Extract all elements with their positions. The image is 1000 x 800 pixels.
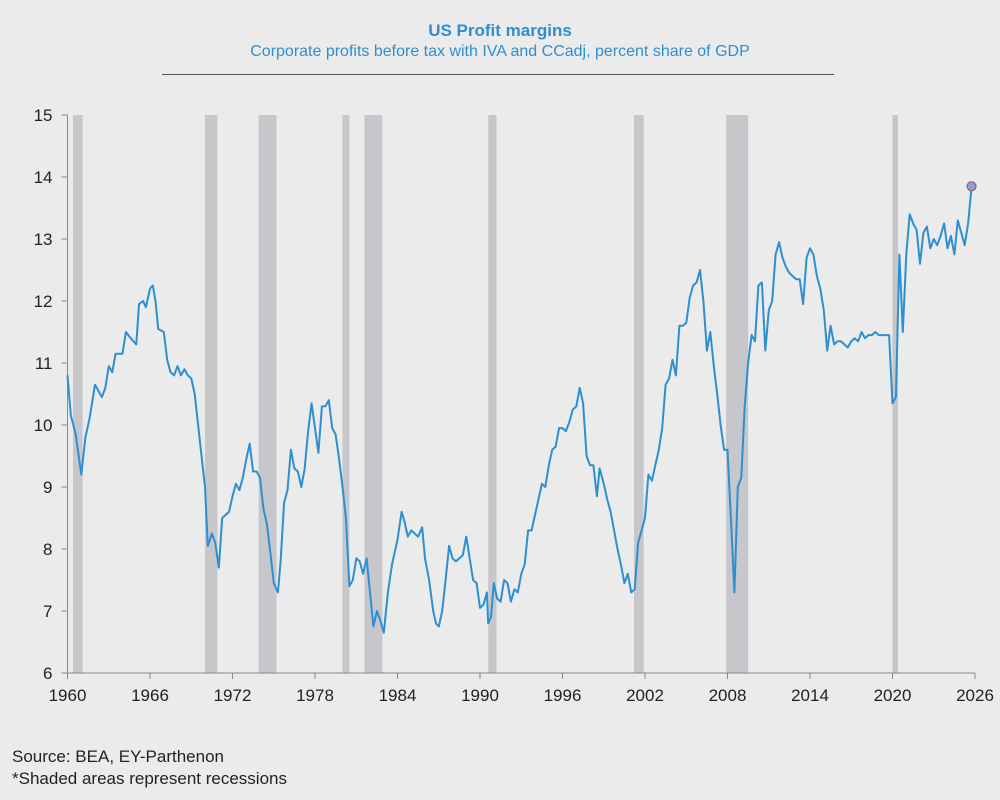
- recession-band: [342, 115, 350, 673]
- y-tick-label: 6: [43, 664, 52, 683]
- x-tick-label: 2020: [874, 686, 912, 705]
- title-divider: [162, 74, 834, 75]
- x-tick-label: 1978: [296, 686, 334, 705]
- y-tick-label: 14: [34, 168, 53, 187]
- x-axis-ticks: 1960 1966 1972 1978 1984 1990 1996 2002 2008 2014…: [49, 673, 994, 705]
- x-tick-label: 1996: [544, 686, 582, 705]
- latest-value-marker: [966, 181, 977, 192]
- recession-band: [73, 115, 83, 673]
- recession-note: *Shaded areas represent recessions: [12, 769, 287, 788]
- series-line: [66, 186, 973, 634]
- y-tick-label: 9: [43, 478, 52, 497]
- axes: [67, 115, 975, 674]
- x-tick-label: 1960: [49, 686, 87, 705]
- recession-band: [634, 115, 644, 673]
- y-tick-label: 11: [35, 354, 53, 373]
- markers: [966, 181, 977, 192]
- chart-title: US Profit margins: [428, 21, 572, 40]
- series: [66, 186, 973, 634]
- x-tick-label: 2026: [956, 686, 994, 705]
- y-tick-label: 15: [34, 106, 53, 125]
- chart-subtitle: Corporate profits before tax with IVA an…: [250, 43, 750, 60]
- y-tick-label: 10: [34, 416, 53, 435]
- y-tick-label: 8: [43, 540, 52, 559]
- recession-band: [258, 115, 277, 673]
- recession-band: [205, 115, 218, 673]
- x-tick-label: 2008: [709, 686, 747, 705]
- y-tick-label: 13: [34, 230, 53, 249]
- y-tick-label: 7: [43, 602, 52, 621]
- y-tick-label: 12: [34, 292, 53, 311]
- source-note: Source: BEA, EY-Parthenon: [12, 747, 225, 766]
- y-axis-ticks: 6 7 8 9 10 11 12 13 14 15: [34, 106, 68, 683]
- x-tick-label: 1966: [131, 686, 169, 705]
- x-tick-label: 2014: [791, 686, 829, 705]
- recession-bands: [73, 115, 898, 673]
- recession-band: [364, 115, 383, 673]
- x-tick-label: 1990: [461, 686, 499, 705]
- x-tick-label: 2002: [626, 686, 664, 705]
- x-tick-label: 1984: [379, 686, 417, 705]
- recession-band: [488, 115, 497, 673]
- x-tick-label: 1972: [214, 686, 252, 705]
